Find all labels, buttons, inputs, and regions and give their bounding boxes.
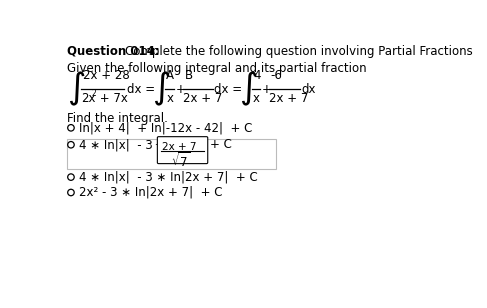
Text: dx =: dx = [214, 83, 243, 96]
Text: 2x² - 3 ∗ In|2x + 7|  + C: 2x² - 3 ∗ In|2x + 7| + C [79, 186, 222, 199]
Text: 2x + 28: 2x + 28 [83, 69, 130, 82]
Text: $\int$: $\int$ [67, 70, 85, 108]
Text: 4 ∗ In|x|  - 3 ∗ In|2x + 7|  + C: 4 ∗ In|x| - 3 ∗ In|2x + 7| + C [79, 171, 258, 184]
Text: +: + [176, 83, 186, 96]
Text: 2x + 7: 2x + 7 [268, 92, 308, 105]
Text: + 7x: + 7x [96, 92, 128, 105]
Text: $\int$: $\int$ [152, 70, 171, 108]
Text: + C: + C [210, 138, 231, 151]
Text: x: x [166, 92, 173, 105]
Text: 4 ∗ In|x|  - 3 ∗ tan: 4 ∗ In|x| - 3 ∗ tan [79, 138, 189, 151]
Text: -6: -6 [270, 69, 282, 82]
Text: 2: 2 [92, 89, 96, 98]
Text: A: A [166, 69, 174, 82]
Text: 4: 4 [253, 69, 261, 82]
Text: 2x: 2x [81, 92, 95, 105]
Text: x: x [253, 92, 260, 105]
Text: $\int$: $\int$ [239, 70, 258, 108]
Text: Question 014:: Question 014: [67, 45, 160, 58]
Text: 2x + 7: 2x + 7 [183, 92, 223, 105]
Text: Complete the following question involving Partial Fractions: Complete the following question involvin… [125, 45, 473, 58]
Text: 2x + 7: 2x + 7 [162, 142, 197, 152]
Text: $\sqrt{7}$: $\sqrt{7}$ [171, 152, 190, 170]
Text: +: + [262, 83, 271, 96]
Text: B: B [185, 69, 193, 82]
Text: dx =: dx = [127, 83, 155, 96]
Text: Given the following integral and its partial fraction: Given the following integral and its par… [67, 62, 367, 75]
FancyBboxPatch shape [67, 139, 276, 168]
Text: Find the integral.: Find the integral. [67, 111, 168, 125]
Text: dx: dx [301, 83, 316, 96]
Text: −1: −1 [154, 140, 165, 149]
FancyBboxPatch shape [157, 137, 208, 164]
Text: In|x + 4|  + In|-12x - 42|  + C: In|x + 4| + In|-12x - 42| + C [79, 121, 252, 134]
